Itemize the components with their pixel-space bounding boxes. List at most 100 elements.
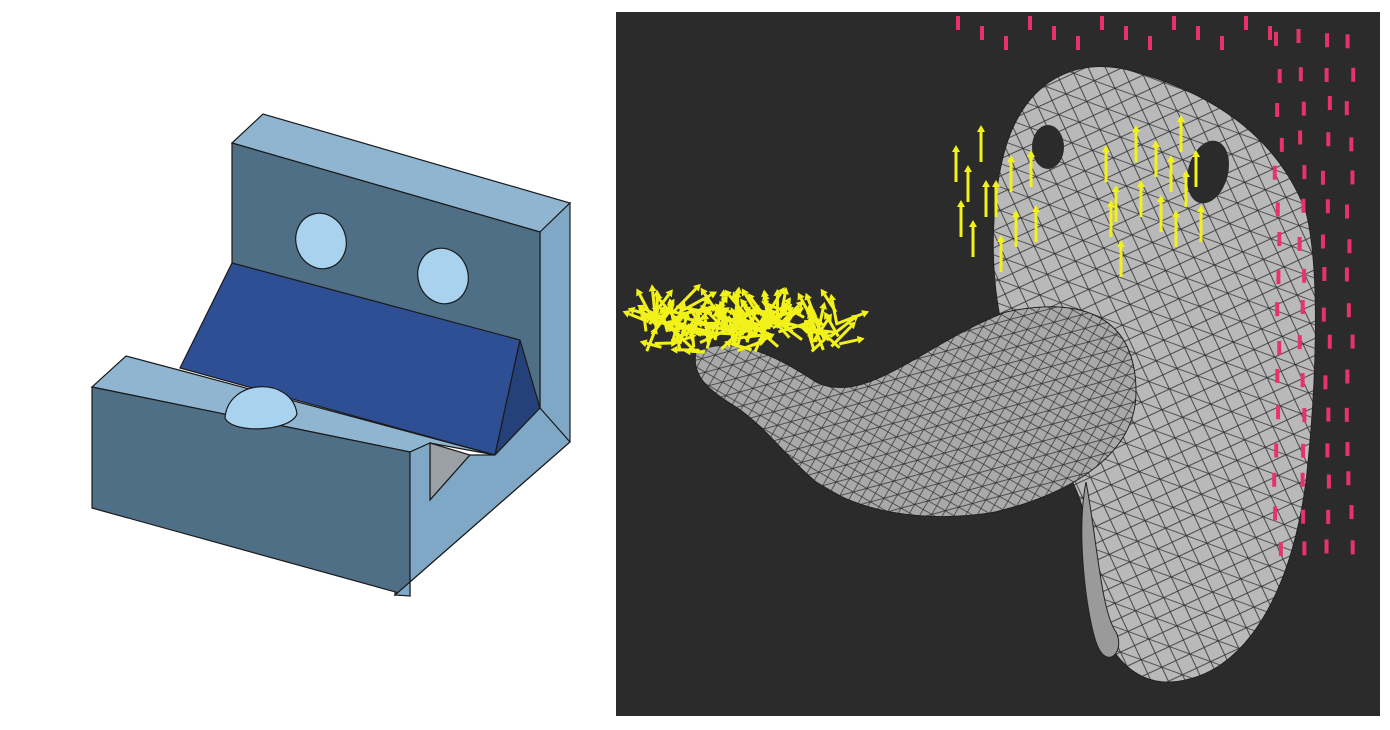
constraint-marker bbox=[1124, 26, 1128, 40]
load-arrow bbox=[730, 324, 749, 342]
constraint-marker bbox=[1276, 405, 1281, 420]
load-arrow bbox=[655, 294, 677, 320]
constraint-marker bbox=[1301, 443, 1306, 458]
constraint-marker bbox=[1325, 443, 1330, 458]
constraint-marker bbox=[1273, 506, 1278, 521]
constraint-marker bbox=[1320, 234, 1325, 249]
load-arrow bbox=[964, 165, 972, 202]
constraint-marker bbox=[1349, 137, 1354, 152]
load-arrow bbox=[802, 319, 816, 351]
constraint-marker bbox=[1325, 199, 1330, 214]
hook-stem bbox=[694, 306, 1137, 518]
cad-model-view bbox=[0, 0, 610, 730]
load-arrow bbox=[1107, 200, 1115, 237]
right-hole bbox=[417, 247, 469, 305]
load-arrow bbox=[683, 347, 705, 356]
load-arrow bbox=[654, 339, 679, 348]
constraint-marker bbox=[1351, 67, 1356, 82]
constraint-marker bbox=[1277, 68, 1282, 83]
constraint-marker bbox=[1298, 67, 1303, 82]
constraint-marker bbox=[1324, 68, 1329, 83]
load-arrow bbox=[804, 292, 821, 330]
load-arrow bbox=[1012, 210, 1020, 247]
load-arrow bbox=[982, 180, 990, 217]
constraint-marker bbox=[1347, 239, 1352, 254]
constraint-marker bbox=[1275, 368, 1280, 383]
constraint-marker bbox=[1345, 34, 1350, 49]
load-arrow bbox=[1007, 155, 1015, 192]
load-arrow bbox=[1177, 115, 1185, 152]
load-arrow bbox=[757, 302, 790, 326]
constraint-marker bbox=[1275, 302, 1280, 317]
constraint-marker bbox=[1274, 443, 1279, 458]
constraint-marker bbox=[1349, 505, 1354, 520]
constraint-marker bbox=[1325, 33, 1330, 48]
constraint-marker bbox=[1275, 202, 1280, 217]
constraint-marker bbox=[1272, 472, 1277, 487]
load-arrow bbox=[1167, 155, 1175, 192]
hook-lower-tab bbox=[1081, 481, 1120, 658]
constraint-marker bbox=[1300, 472, 1305, 487]
constraint-marker bbox=[1196, 26, 1200, 40]
load-arrow bbox=[723, 339, 753, 352]
dome-bump bbox=[224, 386, 298, 430]
load-arrow bbox=[1182, 170, 1190, 207]
load-arrow bbox=[1192, 150, 1200, 187]
load-arrow bbox=[671, 283, 701, 314]
constraint-marker bbox=[1301, 509, 1306, 524]
constraint-marker bbox=[1297, 236, 1302, 251]
constraint-marker bbox=[1320, 170, 1325, 185]
constraint-marker bbox=[1345, 442, 1350, 457]
constraint-marker bbox=[1326, 474, 1331, 489]
constraint-marker bbox=[1344, 267, 1349, 282]
constraint-marker bbox=[1277, 232, 1282, 247]
constraint-marker bbox=[1323, 375, 1328, 390]
load-arrow bbox=[1197, 205, 1205, 242]
load-arrow bbox=[700, 305, 720, 324]
constraint-marker bbox=[1272, 165, 1277, 180]
constraint-marker bbox=[1279, 137, 1284, 152]
load-arrow bbox=[1172, 210, 1180, 247]
load-arrow bbox=[997, 235, 1005, 272]
constraint-marker bbox=[1301, 101, 1306, 116]
load-arrow bbox=[1027, 150, 1035, 187]
constraint-marker bbox=[1004, 36, 1008, 50]
load-arrow bbox=[811, 313, 832, 343]
constraint-marker bbox=[1327, 96, 1332, 111]
constraint-marker bbox=[956, 16, 960, 30]
constraint-marker bbox=[1345, 369, 1350, 384]
load-arrow bbox=[1032, 205, 1040, 242]
constraint-marker bbox=[1326, 407, 1331, 422]
constraint-marker bbox=[1148, 36, 1152, 50]
constraint-marker bbox=[1277, 340, 1282, 355]
constraint-marker bbox=[1278, 542, 1283, 557]
constraint-marker bbox=[1302, 165, 1307, 180]
constraint-marker bbox=[1296, 28, 1301, 43]
constraint-marker bbox=[1321, 307, 1326, 322]
constraint-marker bbox=[1220, 36, 1224, 50]
load-arrow bbox=[627, 306, 661, 320]
load-arrow bbox=[1102, 145, 1110, 182]
load-arrow bbox=[1137, 180, 1145, 217]
constraint-marker bbox=[1268, 26, 1272, 40]
constraint-marker bbox=[1301, 198, 1306, 213]
constraint-marker bbox=[1346, 471, 1351, 486]
constraint-marker bbox=[1322, 266, 1327, 281]
constraint-marker bbox=[1244, 16, 1248, 30]
constraint-marker bbox=[1350, 170, 1355, 185]
constraint-marker bbox=[1326, 132, 1331, 147]
constraint-marker bbox=[1302, 541, 1307, 556]
constraint-marker bbox=[1344, 407, 1349, 422]
constraint-marker bbox=[1100, 16, 1104, 30]
constraint-marker bbox=[1298, 130, 1303, 145]
fea-simulation-view bbox=[616, 12, 1380, 716]
constraint-marker bbox=[1344, 101, 1349, 116]
constraint-marker bbox=[1302, 408, 1307, 423]
load-arrow bbox=[745, 305, 759, 343]
constraint-marker bbox=[1297, 335, 1302, 350]
load-arrow bbox=[712, 295, 728, 318]
base-right-face bbox=[393, 407, 571, 597]
constraint-markers bbox=[956, 16, 1356, 557]
load-arrow bbox=[666, 319, 698, 333]
load-arrow bbox=[992, 180, 1000, 217]
